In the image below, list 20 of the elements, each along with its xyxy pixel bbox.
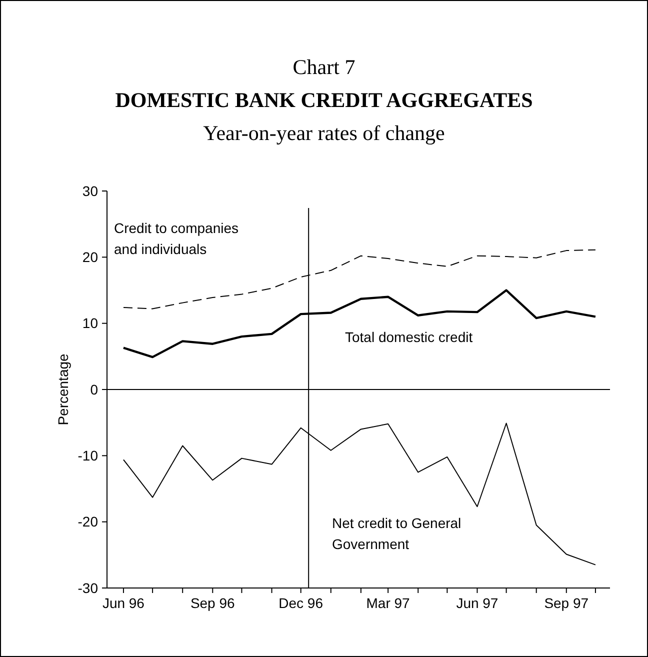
y-tick-label: 0 — [90, 381, 98, 398]
x-tick-label: Mar 97 — [366, 595, 410, 611]
text: Credit to companies and individuals — [114, 220, 239, 257]
y-tick-label: 30 — [82, 182, 98, 199]
y-axis-title: Percentage — [55, 353, 71, 426]
y-tick-label: 10 — [82, 315, 98, 332]
x-tick-label: Sep 97 — [544, 595, 589, 611]
y-tick-label: -30 — [78, 580, 98, 596]
y-tick-label: 20 — [82, 249, 98, 266]
series-label: Total domestic credit — [345, 329, 473, 345]
x-tick-label: Dec 96 — [278, 595, 324, 611]
x-tick-label: Sep 96 — [190, 595, 236, 611]
series-label: Net credit to General Government — [332, 515, 462, 552]
y-tick-label: -20 — [78, 514, 98, 530]
caption: Chart 7 — [292, 55, 356, 79]
chart-title: DOMESTIC BANK CREDIT AGGREGATES — [115, 88, 533, 112]
chart-subtitle: Year-on-year rates of change — [203, 121, 445, 145]
y-tick-label: -10 — [78, 448, 98, 464]
x-tick-label: Jun 96 — [102, 595, 145, 611]
x-tick-label: Jun 97 — [456, 595, 498, 611]
